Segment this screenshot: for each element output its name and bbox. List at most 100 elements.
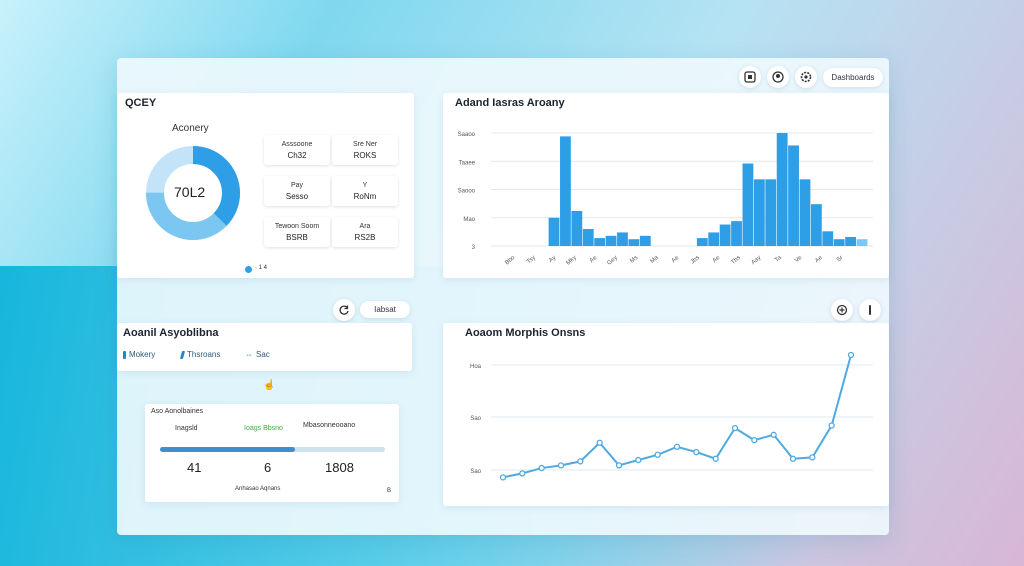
activity-item-label: Thsroans <box>187 350 221 359</box>
bar[interactable] <box>742 163 754 246</box>
line-point[interactable] <box>770 431 777 438</box>
line-point[interactable] <box>751 436 758 444</box>
stat-tile-5[interactable]: Tewoon Soom BSRB <box>264 217 330 247</box>
activity-item-2[interactable]: Thsroans <box>179 350 221 359</box>
bar-x-tick: Jbs <box>690 255 701 266</box>
plus-circle-icon <box>836 304 848 316</box>
filter-button[interactable]: Iabsat <box>360 301 410 318</box>
pager-dot[interactable] <box>245 266 252 273</box>
line-point[interactable] <box>615 462 623 469</box>
line-chart: Hoa Sao Sao <box>470 351 873 481</box>
bar[interactable] <box>765 179 777 246</box>
bar-x-tick: Ae <box>712 255 722 265</box>
user-icon <box>772 71 784 83</box>
line-point[interactable] <box>693 448 700 456</box>
bar[interactable] <box>788 145 799 246</box>
bar[interactable] <box>856 239 868 246</box>
stat-tile-label: Y <box>362 182 368 189</box>
bar-x-tick: Sr <box>836 255 844 263</box>
stat-tile-value: RS2B <box>354 233 376 242</box>
line-point[interactable] <box>847 351 855 359</box>
refresh-button[interactable] <box>333 299 355 321</box>
bar[interactable] <box>708 232 720 246</box>
bookmark-icon <box>123 350 126 359</box>
bar[interactable] <box>560 136 571 246</box>
bar[interactable] <box>731 221 742 246</box>
vertical-bar-icon <box>869 305 871 315</box>
donut-center-value: 70L2 <box>174 184 206 200</box>
line-point[interactable] <box>538 464 545 472</box>
stat-tile-value: RoNm <box>353 192 377 201</box>
bar[interactable] <box>833 239 845 246</box>
line-point[interactable] <box>731 425 739 432</box>
summary-subtitle: Aconery <box>172 123 209 134</box>
line-point[interactable] <box>673 443 681 450</box>
bar-y-tick: 3 <box>472 245 476 251</box>
line-chart-title: Aoaom Morphis Onsns <box>465 327 586 339</box>
line-point[interactable] <box>712 455 719 462</box>
more-button[interactable] <box>859 299 881 321</box>
stat-tile-label: Sre Ner <box>352 141 378 148</box>
bar-x-tick: Ma <box>650 255 661 265</box>
bar[interactable] <box>776 133 788 246</box>
bar[interactable] <box>719 224 731 246</box>
bar[interactable] <box>571 210 583 246</box>
add-widget-button[interactable] <box>831 299 853 321</box>
activity-item-3[interactable]: ⇔ Sac <box>245 350 270 359</box>
summary-title: QCEY <box>125 97 157 109</box>
line-point[interactable] <box>828 422 835 429</box>
stat-tile-3[interactable]: Pay Sesso <box>264 176 330 206</box>
stat-tile-1[interactable]: Asssoone Ch32 <box>264 135 330 165</box>
bar-chart-card: Adand Iasras Aroany Saaoo Taaee Saooo Mao 3 B… <box>443 93 889 278</box>
filter-button-label: Iabsat <box>374 305 396 314</box>
progress-card-footer-right: B <box>387 488 392 494</box>
activity-card: Aoanil Asyoblibna Mokery Thsroans ⇔ Sac <box>117 323 412 371</box>
bar[interactable] <box>696 238 708 246</box>
line-point[interactable] <box>789 455 797 462</box>
line-point[interactable] <box>519 470 526 477</box>
stat-tile-6[interactable]: Ara RS2B <box>332 217 398 247</box>
bar-x-tick: Gey <box>606 255 618 267</box>
bar[interactable] <box>799 179 811 246</box>
line-point[interactable] <box>654 451 661 458</box>
stat-tile-2[interactable]: Sre Ner ROKS <box>332 135 398 165</box>
line-y-tick: Hoa <box>470 364 482 370</box>
bar[interactable] <box>628 239 640 246</box>
stat-tile-4[interactable]: Y RoNm <box>332 176 398 206</box>
bar[interactable] <box>845 236 856 246</box>
pen-icon <box>179 350 186 359</box>
bar[interactable] <box>639 235 651 246</box>
stat-tile-value: Sesso <box>285 192 309 201</box>
bar[interactable] <box>753 179 765 246</box>
stat-tile-label: Asssoone <box>281 141 313 148</box>
grid-icon-button[interactable] <box>739 66 761 88</box>
settings-icon-button[interactable] <box>795 66 817 88</box>
bar[interactable] <box>617 232 628 246</box>
line-chart-card: Aoaom Morphis Onsns Hoa Sao Sao <box>443 323 889 506</box>
line-point[interactable] <box>499 474 507 481</box>
line-point[interactable] <box>596 439 603 446</box>
user-icon-button[interactable] <box>767 66 789 88</box>
bar[interactable] <box>548 217 560 246</box>
line-point[interactable] <box>635 456 642 464</box>
summary-card: QCEY Aconery 70L2 Asssoone Ch32 Sre Ner RO… <box>117 93 414 278</box>
dashboards-button[interactable]: Dashboards <box>823 68 883 87</box>
line-point[interactable] <box>577 458 584 465</box>
progress-card-footer: Anhasao Aqnans <box>235 486 281 492</box>
bar[interactable] <box>582 229 594 246</box>
line-point[interactable] <box>809 454 816 461</box>
activity-item-1[interactable]: Mokery <box>123 350 155 359</box>
bar[interactable] <box>822 231 834 246</box>
bar[interactable] <box>594 238 606 246</box>
activity-item-label: Mokery <box>129 350 156 359</box>
line-point[interactable] <box>557 462 565 469</box>
col-label-1: Inagsld <box>175 425 198 432</box>
bar[interactable] <box>605 235 617 246</box>
stat-tile-label: Tewoon Soom <box>274 223 320 230</box>
cursor-icon: ☝ <box>263 380 276 391</box>
stat-tile-label: Ara <box>359 223 371 230</box>
bar-x-tick: Aay <box>751 255 763 266</box>
activity-item-label: Sac <box>256 350 270 359</box>
line-series <box>502 354 852 479</box>
bar[interactable] <box>810 204 822 246</box>
